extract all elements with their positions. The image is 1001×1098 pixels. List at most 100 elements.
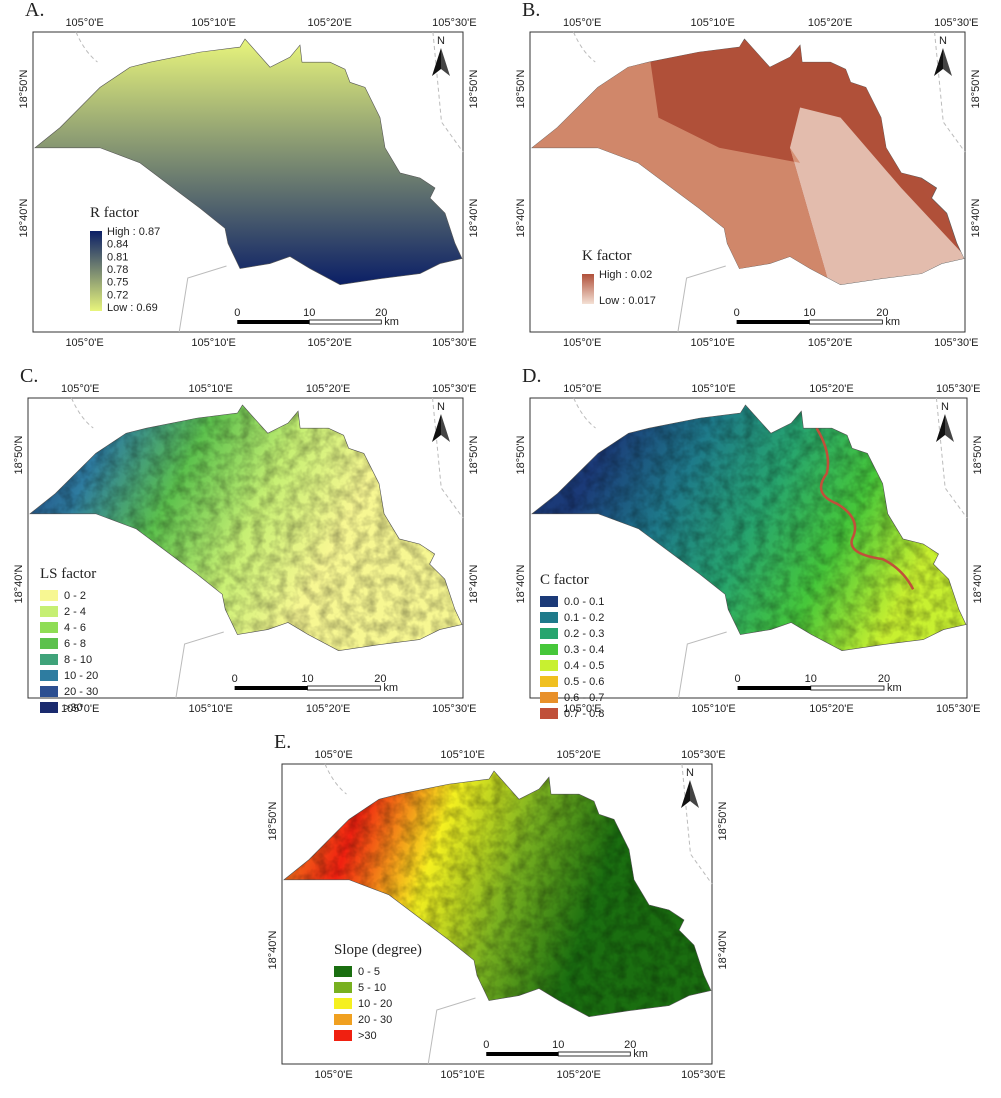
legend-label: Low : 0.69 [107, 302, 158, 314]
lat-label: 18°40'N [717, 930, 729, 969]
north-arrow [441, 414, 450, 442]
scale-label: 20 [375, 307, 387, 319]
legend-label: 0.0 - 0.1 [564, 596, 604, 608]
lat-label: 18°50'N [972, 435, 984, 474]
lon-label: 105°10'E [188, 703, 232, 715]
lon-label: 105°20'E [307, 17, 351, 29]
lat-label: 18°40'N [468, 564, 480, 603]
legend-label: 5 - 10 [358, 982, 386, 994]
lon-label: 105°20'E [809, 383, 853, 395]
scale-label: 20 [878, 673, 890, 685]
legend-swatch [540, 644, 558, 655]
river [815, 427, 915, 590]
legend-swatch [540, 676, 558, 687]
scale-label: 20 [876, 307, 888, 319]
panel-label: D. [522, 365, 541, 387]
scale-label: 10 [805, 673, 817, 685]
panel-label: E. [274, 731, 291, 753]
legend-label: Low : 0.017 [599, 295, 656, 307]
scale-label: 0 [234, 307, 240, 319]
legend-label: High : 0.02 [599, 269, 652, 281]
scale-unit: km [887, 682, 902, 694]
legend-swatch [334, 1030, 352, 1041]
border-line [324, 763, 347, 795]
lat-label: 18°40'N [970, 198, 982, 237]
scale-bar [234, 686, 308, 690]
lon-label: 105°30'E [936, 383, 980, 395]
scale-label: 20 [624, 1039, 636, 1051]
legend-label: 0.2 - 0.3 [564, 628, 604, 640]
scale-bar [737, 686, 811, 690]
border-line [678, 631, 727, 699]
scale-bar [486, 1052, 559, 1056]
legend-ramp [90, 231, 102, 311]
lon-label: 105°10'E [191, 337, 235, 349]
lon-label: 105°20'E [306, 703, 350, 715]
legend-swatch [40, 590, 58, 601]
lat-label: 18°40'N [13, 564, 25, 603]
legend-swatch [40, 702, 58, 713]
lon-label: 105°10'E [690, 17, 734, 29]
lon-label: 105°0'E [61, 703, 99, 715]
legend-label: 10 - 20 [64, 670, 98, 682]
lon-label: 105°10'E [440, 1069, 484, 1081]
legend-swatch [540, 612, 558, 623]
lon-label: 105°20'E [306, 383, 350, 395]
border-line [677, 265, 726, 333]
border-line [573, 397, 596, 429]
lon-label: 105°10'E [188, 383, 232, 395]
legend-label: 0.5 - 0.6 [564, 676, 604, 688]
scale-unit: km [384, 316, 399, 328]
lon-label: 105°0'E [563, 703, 601, 715]
lon-label: 105°20'E [808, 337, 852, 349]
legend-label: 4 - 6 [64, 622, 86, 634]
north-arrow [934, 48, 943, 76]
legend-title: C factor [540, 572, 589, 588]
lon-label: 105°30'E [681, 1069, 725, 1081]
lat-label: 18°40'N [515, 564, 527, 603]
legend-swatch [334, 966, 352, 977]
legend-swatch [40, 654, 58, 665]
lon-label: 105°10'E [191, 17, 235, 29]
legend-label: 0.78 [107, 264, 128, 276]
lon-label: 105°30'E [681, 749, 725, 761]
north-arrow [432, 48, 441, 76]
legend-swatch [40, 638, 58, 649]
lon-label: 105°10'E [690, 337, 734, 349]
panel-label: C. [20, 365, 38, 387]
lat-label: 18°50'N [267, 801, 279, 840]
legend-swatch [334, 982, 352, 993]
lon-label: 105°30'E [432, 17, 476, 29]
lon-label: 105°0'E [65, 337, 103, 349]
legend-swatch [40, 622, 58, 633]
legend-swatch [540, 660, 558, 671]
lon-label: 105°30'E [934, 337, 978, 349]
lon-label: 105°0'E [563, 337, 601, 349]
lon-label: 105°30'E [432, 703, 476, 715]
legend-ramp [582, 274, 594, 304]
legend-swatch [40, 606, 58, 617]
lon-label: 105°30'E [934, 17, 978, 29]
legend-label: 0.72 [107, 289, 128, 301]
region-fill [34, 38, 463, 285]
north-arrow [945, 414, 954, 442]
lat-label: 18°50'N [18, 69, 30, 108]
lat-label: 18°50'N [717, 801, 729, 840]
lat-label: 18°40'N [515, 198, 527, 237]
lon-label: 105°10'E [691, 703, 735, 715]
north-label: N [437, 35, 445, 47]
lat-label: 18°50'N [13, 435, 25, 474]
region [34, 38, 463, 285]
scale-label: 10 [303, 307, 315, 319]
scale-bar [307, 685, 381, 691]
lat-label: 18°40'N [267, 930, 279, 969]
legend-label: >30 [358, 1030, 377, 1042]
border-line [432, 397, 464, 519]
lon-label: 105°20'E [556, 749, 600, 761]
legend-label: 0 - 2 [64, 590, 86, 602]
lat-label: 18°50'N [515, 69, 527, 108]
scale-bar [557, 1051, 631, 1057]
north-arrow [432, 414, 441, 442]
lat-label: 18°40'N [972, 564, 984, 603]
legend-label: 2 - 4 [64, 606, 86, 618]
